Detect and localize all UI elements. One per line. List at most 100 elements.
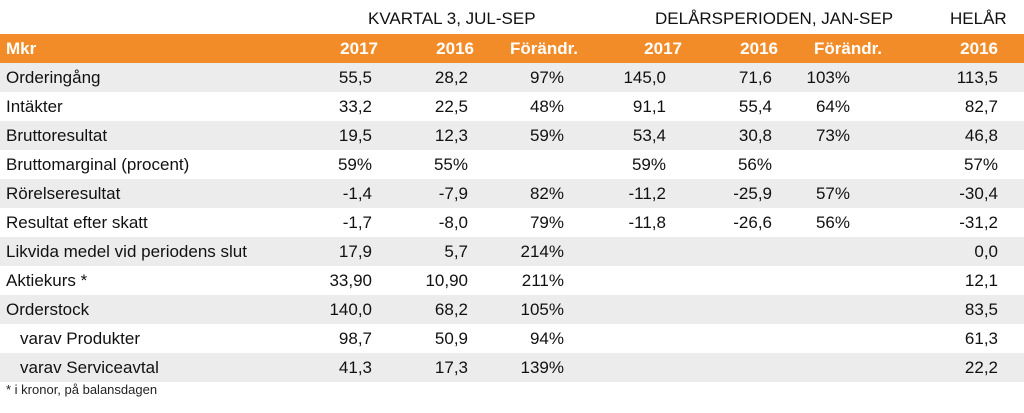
cell-p-2016: -25,9 <box>682 179 778 208</box>
row-label: Bruttomarginal (procent) <box>6 154 190 174</box>
cell-q-2016: 50,9 <box>434 328 468 348</box>
cell-p-2017 <box>578 295 682 324</box>
row-label: Resultat efter skatt <box>6 212 148 232</box>
cell-p-2017: 53,4 <box>578 121 682 150</box>
table-row: Intäkter 33,2 22,5 48% 91,1 55,4 64% 82,7 <box>0 92 1024 121</box>
cell-p-2016 <box>682 237 778 266</box>
table-row: Orderstock 140,0 68,2 105% 83,5 <box>0 295 1024 324</box>
cell-q-2017: 41,3 <box>282 353 378 382</box>
cell-p-2017: -11,2 <box>578 179 682 208</box>
cell-q-2016: 17,3 <box>378 353 474 382</box>
cell-y-2016: -30,4 <box>882 179 1024 208</box>
cell-q-2017: -1,4 <box>282 179 378 208</box>
cell-q-2016: 28,2 <box>378 63 474 92</box>
footnote: * i kronor, på balansdagen <box>6 382 158 397</box>
table-row: Orderingång 55,5 28,2 97% 145,0 71,6 103% 113,5 <box>0 63 1024 92</box>
cell-q-2017: 17,9 <box>282 237 378 266</box>
cell-p-change: 73% <box>778 121 882 150</box>
cell-p-change <box>778 266 882 295</box>
cell-q-change: 211% <box>521 270 564 290</box>
col-header-q-2017: 2017 <box>282 34 378 63</box>
cell-q-2017: -1,7 <box>342 212 372 232</box>
cell-p-2016: -26,6 <box>733 212 772 232</box>
cell-q-2017: 98,7 <box>338 328 372 348</box>
cell-p-2016 <box>682 266 778 295</box>
group-header-year: HELÅR <box>950 9 1007 28</box>
col-header-p-change: Förändr. <box>778 34 882 63</box>
cell-p-2016 <box>682 353 778 382</box>
col-header-unit: Mkr <box>0 34 282 63</box>
cell-q-change: 48% <box>529 96 564 116</box>
cell-y-2016: 12,1 <box>964 270 998 290</box>
cell-y-2016: -31,2 <box>959 212 998 232</box>
cell-p-2016: 56% <box>737 154 772 174</box>
cell-p-change <box>778 150 882 179</box>
row-label: Orderstock <box>0 295 282 324</box>
cell-q-change: 94% <box>529 328 564 348</box>
cell-p-2016: 55,4 <box>738 96 772 116</box>
row-label: varav Produkter <box>20 328 140 348</box>
cell-p-2017: 59% <box>631 154 666 174</box>
cell-q-2016: 10,90 <box>425 270 468 290</box>
cell-p-change: 56% <box>815 212 850 232</box>
cell-y-2016: 46,8 <box>882 121 1024 150</box>
cell-q-change: 139% <box>474 353 578 382</box>
row-label: Aktiekurs * <box>6 270 88 290</box>
cell-y-2016: 0,0 <box>882 237 1024 266</box>
table-row: varav Serviceavtal 41,3 17,3 139% 22,2 <box>0 353 1024 382</box>
cell-y-2016: 113,5 <box>882 63 1024 92</box>
row-label: Intäkter <box>6 96 63 116</box>
cell-p-2017 <box>578 266 682 295</box>
group-header-period: DELÅRSPERIODEN, JAN-SEP <box>655 9 894 28</box>
cell-p-2017 <box>578 353 682 382</box>
table-row: Resultat efter skatt -1,7 -8,0 79% -11,8 -26,… <box>0 208 1024 237</box>
col-header-y-2016: 2016 <box>882 34 1024 63</box>
table-row: Aktiekurs * 33,90 10,90 211% 12,1 <box>0 266 1024 295</box>
cell-p-2016 <box>682 295 778 324</box>
row-label: Rörelseresultat <box>0 179 282 208</box>
cell-q-2017: 140,0 <box>282 295 378 324</box>
cell-q-2016: -8,0 <box>438 212 468 232</box>
cell-q-2017: 33,90 <box>329 270 372 290</box>
financial-table: Mkr 2017 2016 Förändr. 2017 2016 Förändr… <box>0 34 1024 382</box>
cell-q-2016: 12,3 <box>378 121 474 150</box>
cell-q-2016: -7,9 <box>378 179 474 208</box>
table-row: Likvida medel vid periodens slut 17,9 5,7 2… <box>0 237 1024 266</box>
cell-p-change <box>778 237 882 266</box>
cell-q-2017: 19,5 <box>282 121 378 150</box>
cell-y-2016: 82,7 <box>964 96 998 116</box>
row-label: varav Serviceavtal <box>0 353 282 382</box>
row-label: Orderingång <box>0 63 282 92</box>
cell-p-2016: 71,6 <box>682 63 778 92</box>
cell-p-2017 <box>578 324 682 353</box>
cell-p-2017 <box>578 237 682 266</box>
cell-q-change: 82% <box>474 179 578 208</box>
table-row: Bruttomarginal (procent) 59% 55% 59% 56% 57% <box>0 150 1024 179</box>
row-label: Likvida medel vid periodens slut <box>0 237 282 266</box>
row-label: Bruttoresultat <box>0 121 282 150</box>
cell-q-2017: 55,5 <box>282 63 378 92</box>
col-header-q-2016: 2016 <box>378 34 474 63</box>
cell-p-change <box>778 353 882 382</box>
cell-q-change: 79% <box>529 212 564 232</box>
cell-y-2016: 61,3 <box>964 328 998 348</box>
cell-q-change: 97% <box>474 63 578 92</box>
col-header-p-2017: 2017 <box>578 34 682 63</box>
cell-p-2016 <box>682 324 778 353</box>
cell-q-change: 59% <box>474 121 578 150</box>
group-headers: KVARTAL 3, JUL-SEP DELÅRSPERIODEN, JAN-S… <box>0 0 1024 34</box>
cell-y-2016: 22,2 <box>882 353 1024 382</box>
cell-q-change: 214% <box>474 237 578 266</box>
table-body: Orderingång 55,5 28,2 97% 145,0 71,6 103% 113,5… <box>0 63 1024 382</box>
cell-q-2017: 33,2 <box>338 96 372 116</box>
cell-p-change <box>778 324 882 353</box>
cell-y-2016: 57% <box>963 154 998 174</box>
col-header-p-2016: 2016 <box>682 34 778 63</box>
cell-q-2016: 68,2 <box>378 295 474 324</box>
cell-q-2017: 59% <box>337 154 372 174</box>
table-row: Rörelseresultat -1,4 -7,9 82% -11,2 -25,9 57% -… <box>0 179 1024 208</box>
cell-p-2017: 145,0 <box>578 63 682 92</box>
cell-y-2016: 83,5 <box>882 295 1024 324</box>
cell-q-2016: 5,7 <box>378 237 474 266</box>
cell-q-change: 105% <box>474 295 578 324</box>
